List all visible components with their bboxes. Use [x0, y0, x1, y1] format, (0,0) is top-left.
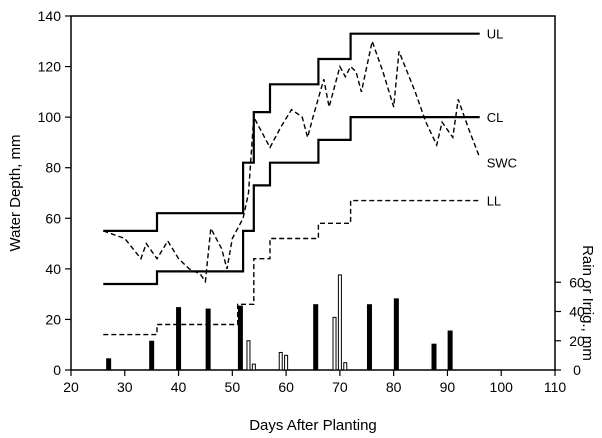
irrigation-bar [337, 274, 342, 371]
series-line-ll [103, 199, 480, 336]
x-tick-label: 110 [544, 379, 567, 395]
y2-tick-label: 40 [569, 304, 585, 320]
x-tick-label: 70 [332, 379, 348, 395]
plot-frame [70, 15, 556, 371]
rain-bar [366, 304, 372, 370]
rain-bar [237, 305, 243, 370]
y-tick-label: 40 [45, 261, 61, 277]
y2-tick-label: 0 [573, 362, 581, 378]
y2-axis-title: Rain or Irrig., mm [579, 245, 596, 361]
series-line-ul [103, 32, 480, 232]
rain-bar [106, 358, 112, 370]
y-tick-label: 140 [38, 8, 62, 24]
rain-bar [205, 308, 211, 370]
irrigation-bar [251, 363, 256, 371]
series-labels: UL CL LL SWC [487, 27, 517, 209]
rain-irrigation-bars [106, 274, 453, 371]
rain-bar [431, 343, 437, 370]
irrigation-bar [284, 354, 289, 371]
x-tick-label: 40 [171, 379, 187, 395]
x-tick-label: 30 [117, 379, 133, 395]
y2-tick-label: 20 [569, 333, 585, 349]
x-axis-title: Days After Planting [249, 417, 377, 434]
series-label-swc: SWC [487, 156, 517, 171]
x-tick-label: 20 [63, 379, 79, 395]
irrigation-bar [246, 340, 251, 371]
y-tick-label: 20 [45, 311, 61, 327]
series-label-ll: LL [487, 194, 501, 209]
y2-axis-ticks: 0 20 40 60 [555, 274, 585, 378]
rain-bar [393, 298, 399, 370]
y2-tick-label: 60 [569, 274, 585, 290]
y-tick-label: 60 [45, 210, 61, 226]
x-tick-label: 100 [490, 379, 514, 395]
series-line-swc [103, 38, 481, 284]
rain-bar [149, 340, 155, 370]
y-tick-label: 120 [38, 59, 62, 75]
irrigation-bar [343, 362, 348, 371]
irrigation-bar [332, 316, 337, 371]
y-tick-label: 0 [53, 362, 61, 378]
y-axis-ticks: 0 20 40 60 80 100 120 140 [38, 8, 71, 378]
y-tick-label: 80 [45, 160, 61, 176]
series-label-ul: UL [487, 27, 504, 42]
rain-bar [176, 307, 182, 370]
series-lines [103, 32, 481, 336]
rain-bar [313, 304, 319, 370]
series-label-cl: CL [487, 110, 504, 125]
x-axis-ticks: 20 30 40 50 60 70 80 90 100 110 [63, 370, 566, 395]
x-tick-label: 60 [278, 379, 294, 395]
rain-bar [447, 330, 453, 370]
x-tick-label: 80 [386, 379, 402, 395]
y-axis-title: Water Depth, mm [7, 135, 24, 252]
x-tick-label: 90 [440, 379, 456, 395]
y-tick-label: 100 [38, 109, 62, 125]
irrigation-bar [278, 351, 283, 371]
x-tick-label: 50 [225, 379, 241, 395]
series-line-cl [103, 116, 480, 286]
